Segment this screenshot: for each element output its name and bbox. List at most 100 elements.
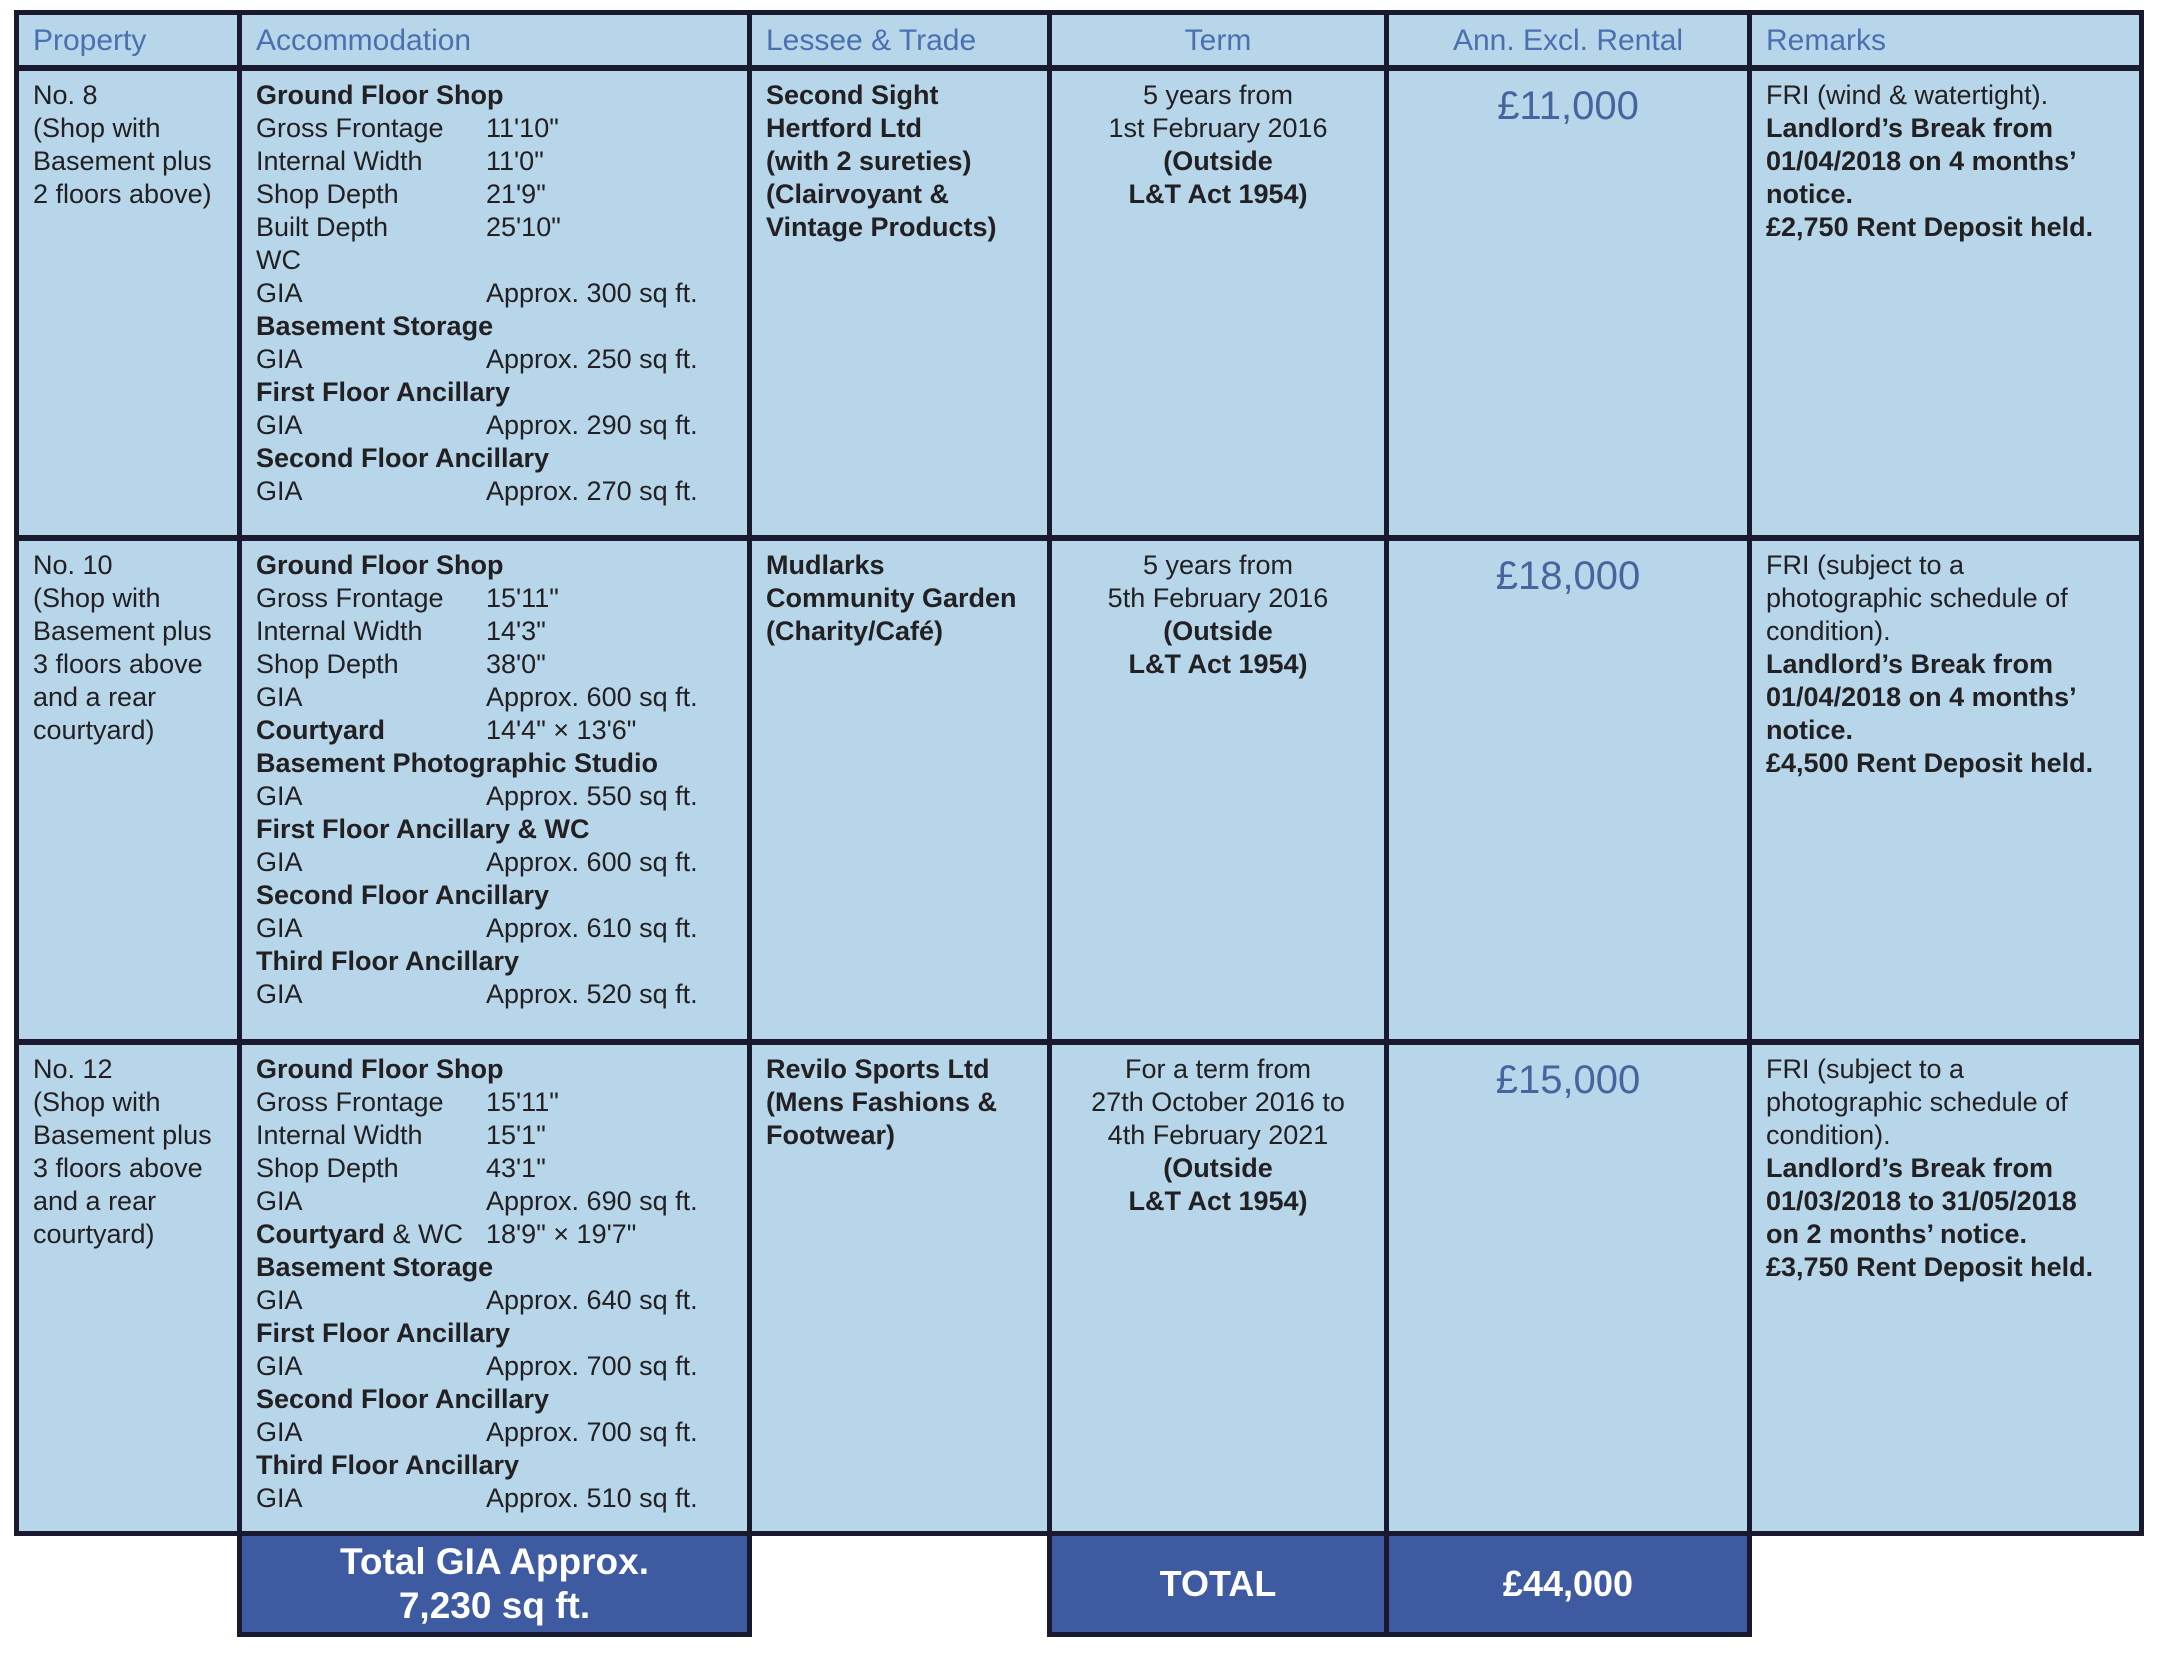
property-line: 2 floors above) bbox=[33, 179, 212, 209]
accommodation-line: GIA Approx. 690 sq ft. bbox=[256, 1185, 735, 1218]
accommodation-label: Internal Width bbox=[256, 616, 423, 646]
remarks-line: 01/04/2018 on 4 months’ bbox=[1766, 682, 2077, 712]
accommodation-label: Shop Depth bbox=[256, 179, 399, 209]
remarks-line: Landlord’s Break from bbox=[1766, 113, 2054, 143]
accommodation-label: GIA bbox=[256, 847, 303, 877]
accommodation-heading: Ground Floor Shop bbox=[256, 550, 504, 580]
total-rental-band: £44,000 bbox=[1384, 1536, 1752, 1637]
term-cell: 5 years from 5th February 2016 (Outside L&T… bbox=[1047, 541, 1384, 1039]
col-header-term: Term bbox=[1047, 15, 1384, 65]
accommodation-line: Gross Frontage 15'11" bbox=[256, 582, 735, 615]
accommodation-value: Approx. 290 sq ft. bbox=[486, 410, 698, 440]
accommodation-label: Internal Width bbox=[256, 146, 423, 176]
remarks-line: notice. bbox=[1766, 179, 1854, 209]
remarks-line: FRI (subject to a bbox=[1766, 550, 1965, 580]
accommodation-heading: Ground Floor Shop bbox=[256, 80, 504, 110]
table-body: No. 8 (Shop with Basement plus 2 floors abo… bbox=[19, 65, 2139, 1531]
accommodation-line: Internal Width 15'1" bbox=[256, 1119, 735, 1152]
accommodation-label: Shop Depth bbox=[256, 1153, 399, 1183]
accommodation-label: Built Depth bbox=[256, 212, 389, 242]
term-line: L&T Act 1954) bbox=[1128, 649, 1308, 679]
remarks-line: £3,750 Rent Deposit held. bbox=[1766, 1252, 2094, 1282]
total-label-band: TOTAL bbox=[1047, 1536, 1389, 1637]
lessee-line: Footwear) bbox=[766, 1120, 896, 1150]
accommodation-line: GIA Approx. 700 sq ft. bbox=[256, 1416, 735, 1449]
remarks-line: Landlord’s Break from bbox=[1766, 649, 2054, 679]
accommodation-value: Approx. 690 sq ft. bbox=[486, 1186, 698, 1216]
accommodation-cell: Ground Floor Shop Gross Frontage 15'11" Int… bbox=[237, 1045, 747, 1531]
accommodation-value: Approx. 600 sq ft. bbox=[486, 682, 698, 712]
accommodation-label: GIA bbox=[256, 1186, 303, 1216]
lessee-line: Mudlarks bbox=[766, 550, 885, 580]
term-line: 5th February 2016 bbox=[1107, 583, 1329, 613]
table-row: No. 8 (Shop with Basement plus 2 floors abo… bbox=[19, 65, 2139, 535]
accommodation-line: Courtyard 14'4" × 13'6" bbox=[256, 714, 735, 747]
property-line: Basement plus bbox=[33, 146, 212, 176]
accommodation-label: GIA bbox=[256, 682, 303, 712]
rental-cell: £11,000 bbox=[1384, 71, 1747, 535]
rental-cell: £15,000 bbox=[1384, 1045, 1747, 1531]
accommodation-line: Gross Frontage 15'11" bbox=[256, 1086, 735, 1119]
lessee-line: Hertford Ltd bbox=[766, 113, 922, 143]
property-line: courtyard) bbox=[33, 1219, 155, 1249]
rental-value: £18,000 bbox=[1495, 554, 1641, 598]
accommodation-line: Ground Floor Shop bbox=[256, 79, 735, 112]
accommodation-cell: Ground Floor Shop Gross Frontage 15'11" Int… bbox=[237, 541, 747, 1039]
accommodation-label: & WC bbox=[385, 1219, 464, 1249]
accommodation-value: 21'9" bbox=[486, 179, 546, 209]
property-line: No. 10 bbox=[33, 550, 113, 580]
accommodation-line: Shop Depth 38'0" bbox=[256, 648, 735, 681]
total-gia-line1: Total GIA Approx. bbox=[339, 1541, 649, 1582]
accommodation-line: Basement Photographic Studio bbox=[256, 747, 735, 780]
accommodation-label: Courtyard bbox=[256, 1219, 386, 1249]
accommodation-label: GIA bbox=[256, 781, 303, 811]
accommodation-line: Second Floor Ancillary bbox=[256, 442, 735, 475]
term-line: 1st February 2016 bbox=[1108, 113, 1328, 143]
accommodation-value: 15'11" bbox=[486, 1087, 559, 1117]
accommodation-line: Internal Width 11'0" bbox=[256, 145, 735, 178]
accommodation-label: GIA bbox=[256, 1285, 303, 1315]
accommodation-line: Ground Floor Shop bbox=[256, 1053, 735, 1086]
remarks-line: Landlord’s Break from bbox=[1766, 1153, 2054, 1183]
accommodation-cell: Ground Floor Shop Gross Frontage 11'10" Int… bbox=[237, 71, 747, 535]
table-row: No. 12 (Shop with Basement plus 3 floors ab… bbox=[19, 1039, 2139, 1531]
col-header-lessee-trade: Lessee & Trade bbox=[747, 15, 1047, 65]
accommodation-value: Approx. 550 sq ft. bbox=[486, 781, 698, 811]
accommodation-value: 38'0" bbox=[486, 649, 546, 679]
term-line: L&T Act 1954) bbox=[1128, 179, 1308, 209]
property-cell: No. 12 (Shop with Basement plus 3 floors ab… bbox=[19, 1045, 237, 1531]
accommodation-value: Approx. 300 sq ft. bbox=[486, 278, 698, 308]
accommodation-line: GIA Approx. 290 sq ft. bbox=[256, 409, 735, 442]
accommodation-heading: Third Floor Ancillary bbox=[256, 1450, 520, 1480]
remarks-line: notice. bbox=[1766, 715, 1854, 745]
property-line: and a rear bbox=[33, 682, 157, 712]
remarks-line: £2,750 Rent Deposit held. bbox=[1766, 212, 2094, 242]
accommodation-heading: Second Floor Ancillary bbox=[256, 1384, 550, 1414]
accommodation-line: GIA Approx. 520 sq ft. bbox=[256, 978, 735, 1011]
accommodation-line: Third Floor Ancillary bbox=[256, 945, 735, 978]
accommodation-heading: Basement Storage bbox=[256, 311, 494, 341]
accommodation-heading: Third Floor Ancillary bbox=[256, 946, 520, 976]
accommodation-label: GIA bbox=[256, 1483, 303, 1513]
totals-row: Total GIA Approx. 7,230 sq ft. TOTAL £44… bbox=[14, 1536, 2144, 1637]
remarks-line: FRI (wind & watertight). bbox=[1766, 80, 2049, 110]
property-line: No. 12 bbox=[33, 1054, 113, 1084]
term-line: 5 years from bbox=[1142, 80, 1294, 110]
term-line: (Outside bbox=[1163, 146, 1273, 176]
lessee-line: (Clairvoyant & bbox=[766, 179, 950, 209]
term-line: For a term from bbox=[1124, 1054, 1312, 1084]
accommodation-value: Approx. 640 sq ft. bbox=[486, 1285, 698, 1315]
lessee-trade-cell: Second Sight Hertford Ltd (with 2 sureties… bbox=[747, 71, 1047, 535]
accommodation-line: Internal Width 14'3" bbox=[256, 615, 735, 648]
term-line: 27th October 2016 to bbox=[1091, 1087, 1345, 1117]
accommodation-label: GIA bbox=[256, 278, 303, 308]
remarks-line: photographic schedule of bbox=[1766, 583, 2068, 613]
accommodation-line: GIA Approx. 700 sq ft. bbox=[256, 1350, 735, 1383]
accommodation-value: 25'10" bbox=[486, 212, 561, 242]
property-cell: No. 10 (Shop with Basement plus 3 floors ab… bbox=[19, 541, 237, 1039]
accommodation-value: Approx. 700 sq ft. bbox=[486, 1351, 698, 1381]
accommodation-label: Gross Frontage bbox=[256, 1087, 444, 1117]
total-rental-value: £44,000 bbox=[1502, 1563, 1634, 1604]
term-cell: For a term from 27th October 2016 to 4th F… bbox=[1047, 1045, 1384, 1531]
accommodation-value: 11'0" bbox=[486, 146, 544, 176]
